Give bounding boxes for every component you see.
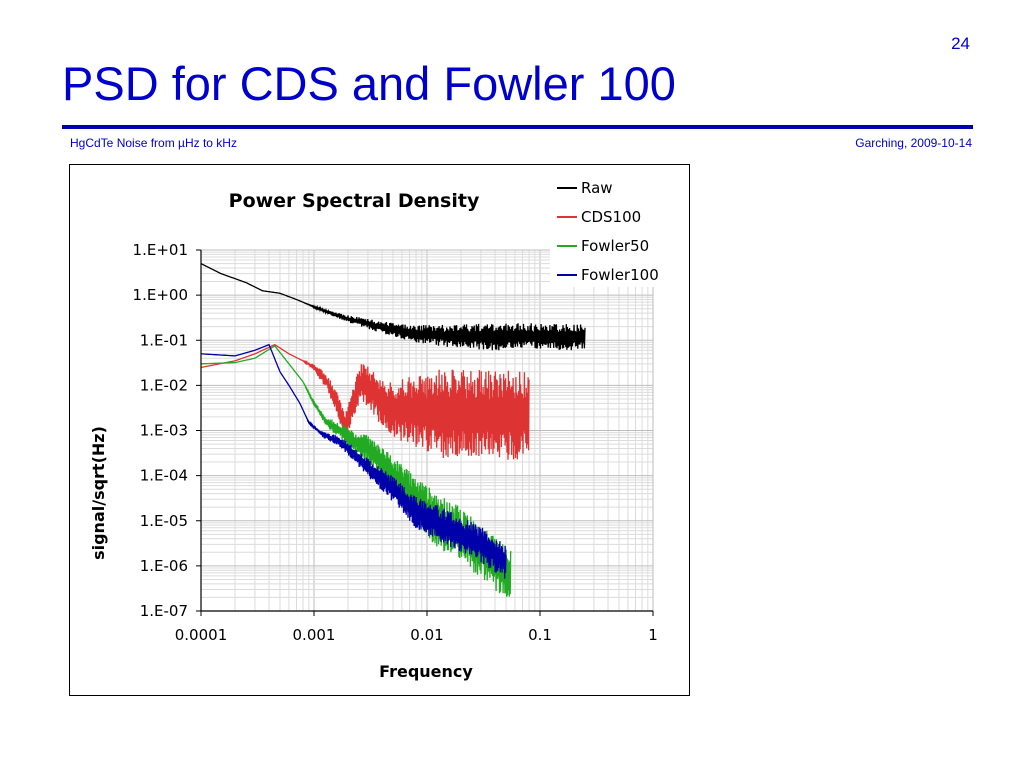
y-tick-label: 1.E-06 bbox=[140, 557, 188, 575]
footer-date-location: Garching, 2009-10-14 bbox=[855, 136, 972, 150]
x-tick-label: 0.001 bbox=[293, 626, 336, 644]
axes: 0.0001 0.001 0.01 0.1 1 1.E+01 1.E+00 1.E-01 1.E… bbox=[133, 241, 658, 644]
x-tick-label: 1 bbox=[648, 626, 658, 644]
legend-label: Fowler100 bbox=[581, 266, 659, 284]
series-line-cds100 bbox=[200, 344, 530, 460]
y-axis-label: signal/sqrt(Hz) bbox=[89, 426, 108, 560]
slide-title: PSD for CDS and Fowler 100 bbox=[62, 57, 676, 110]
footer-topic: HgCdTe Noise from µHz to kHz bbox=[70, 136, 237, 150]
psd-chart: 0.0001 0.001 0.01 0.1 1 1.E+01 1.E+00 1.E-01 1.E… bbox=[89, 173, 673, 681]
series-line-fowler100 bbox=[200, 343, 507, 579]
x-tick-label: 0.0001 bbox=[175, 626, 228, 644]
slide-number: 24 bbox=[951, 34, 970, 53]
chart-frame: 0.0001 0.001 0.01 0.1 1 1.E+01 1.E+00 1.E-01 1.E… bbox=[69, 164, 690, 696]
series-lines bbox=[200, 263, 586, 597]
legend-label: Raw bbox=[581, 179, 613, 197]
series-line-raw bbox=[200, 263, 586, 351]
x-tick-label: 0.1 bbox=[528, 626, 552, 644]
legend-label: Fowler50 bbox=[581, 237, 649, 255]
y-tick-label: 1.E-05 bbox=[140, 512, 188, 530]
x-tick-label: 0.01 bbox=[410, 626, 443, 644]
x-axis-label: Frequency bbox=[379, 662, 473, 681]
y-tick-label: 1.E-04 bbox=[140, 467, 188, 485]
y-tick-label: 1.E-01 bbox=[140, 331, 188, 349]
y-tick-label: 1.E-02 bbox=[140, 376, 188, 394]
y-tick-label: 1.E+01 bbox=[133, 241, 188, 259]
legend-label: CDS100 bbox=[581, 208, 641, 226]
y-tick-label: 1.E-07 bbox=[140, 602, 188, 620]
chart-title: Power Spectral Density bbox=[229, 190, 480, 212]
title-divider bbox=[62, 125, 973, 129]
legend-box bbox=[550, 173, 673, 287]
y-tick-label: 1.E-03 bbox=[140, 422, 188, 440]
legend: Raw CDS100 Fowler50 Fowler100 bbox=[550, 173, 673, 287]
y-tick-label: 1.E+00 bbox=[133, 286, 188, 304]
